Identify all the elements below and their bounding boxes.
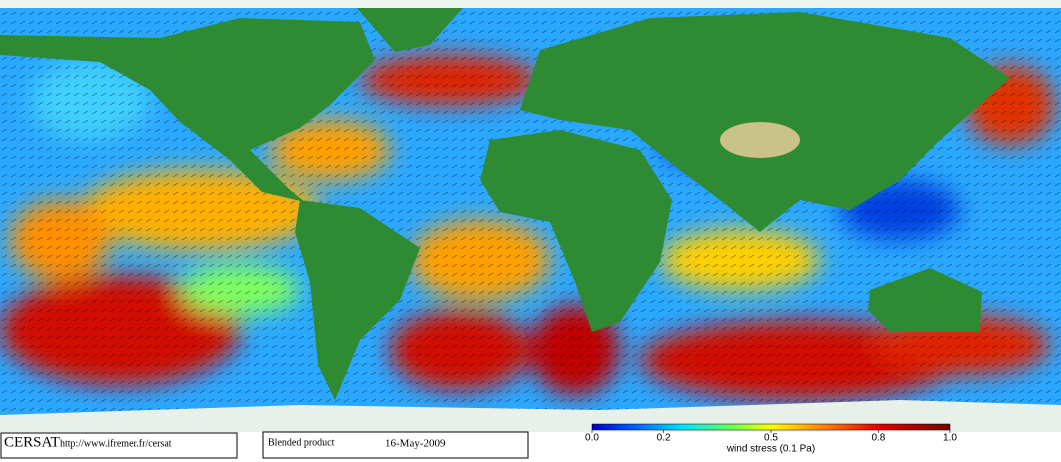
- colorbar: [591, 423, 951, 431]
- product: Blended product: [268, 437, 335, 448]
- colorbar-tick-label: 0.0: [585, 433, 599, 444]
- logo: CERSAT: [4, 434, 60, 450]
- url: http://www.ifremer.fr/cersat: [60, 438, 172, 449]
- colorbar-label: wind stress (0.1 Pa): [726, 444, 815, 455]
- date: 16-May-2009: [385, 438, 446, 450]
- product-box: [262, 431, 529, 459]
- land: [0, 0, 1061, 432]
- colorbar-tick-label: 1.0: [943, 433, 957, 444]
- credit-box: [0, 432, 238, 459]
- colorbar-tick-label: 0.2: [657, 433, 671, 444]
- colorbar-tick-label: 0.8: [871, 433, 885, 444]
- colorbar-tick-label: 0.5: [764, 433, 778, 444]
